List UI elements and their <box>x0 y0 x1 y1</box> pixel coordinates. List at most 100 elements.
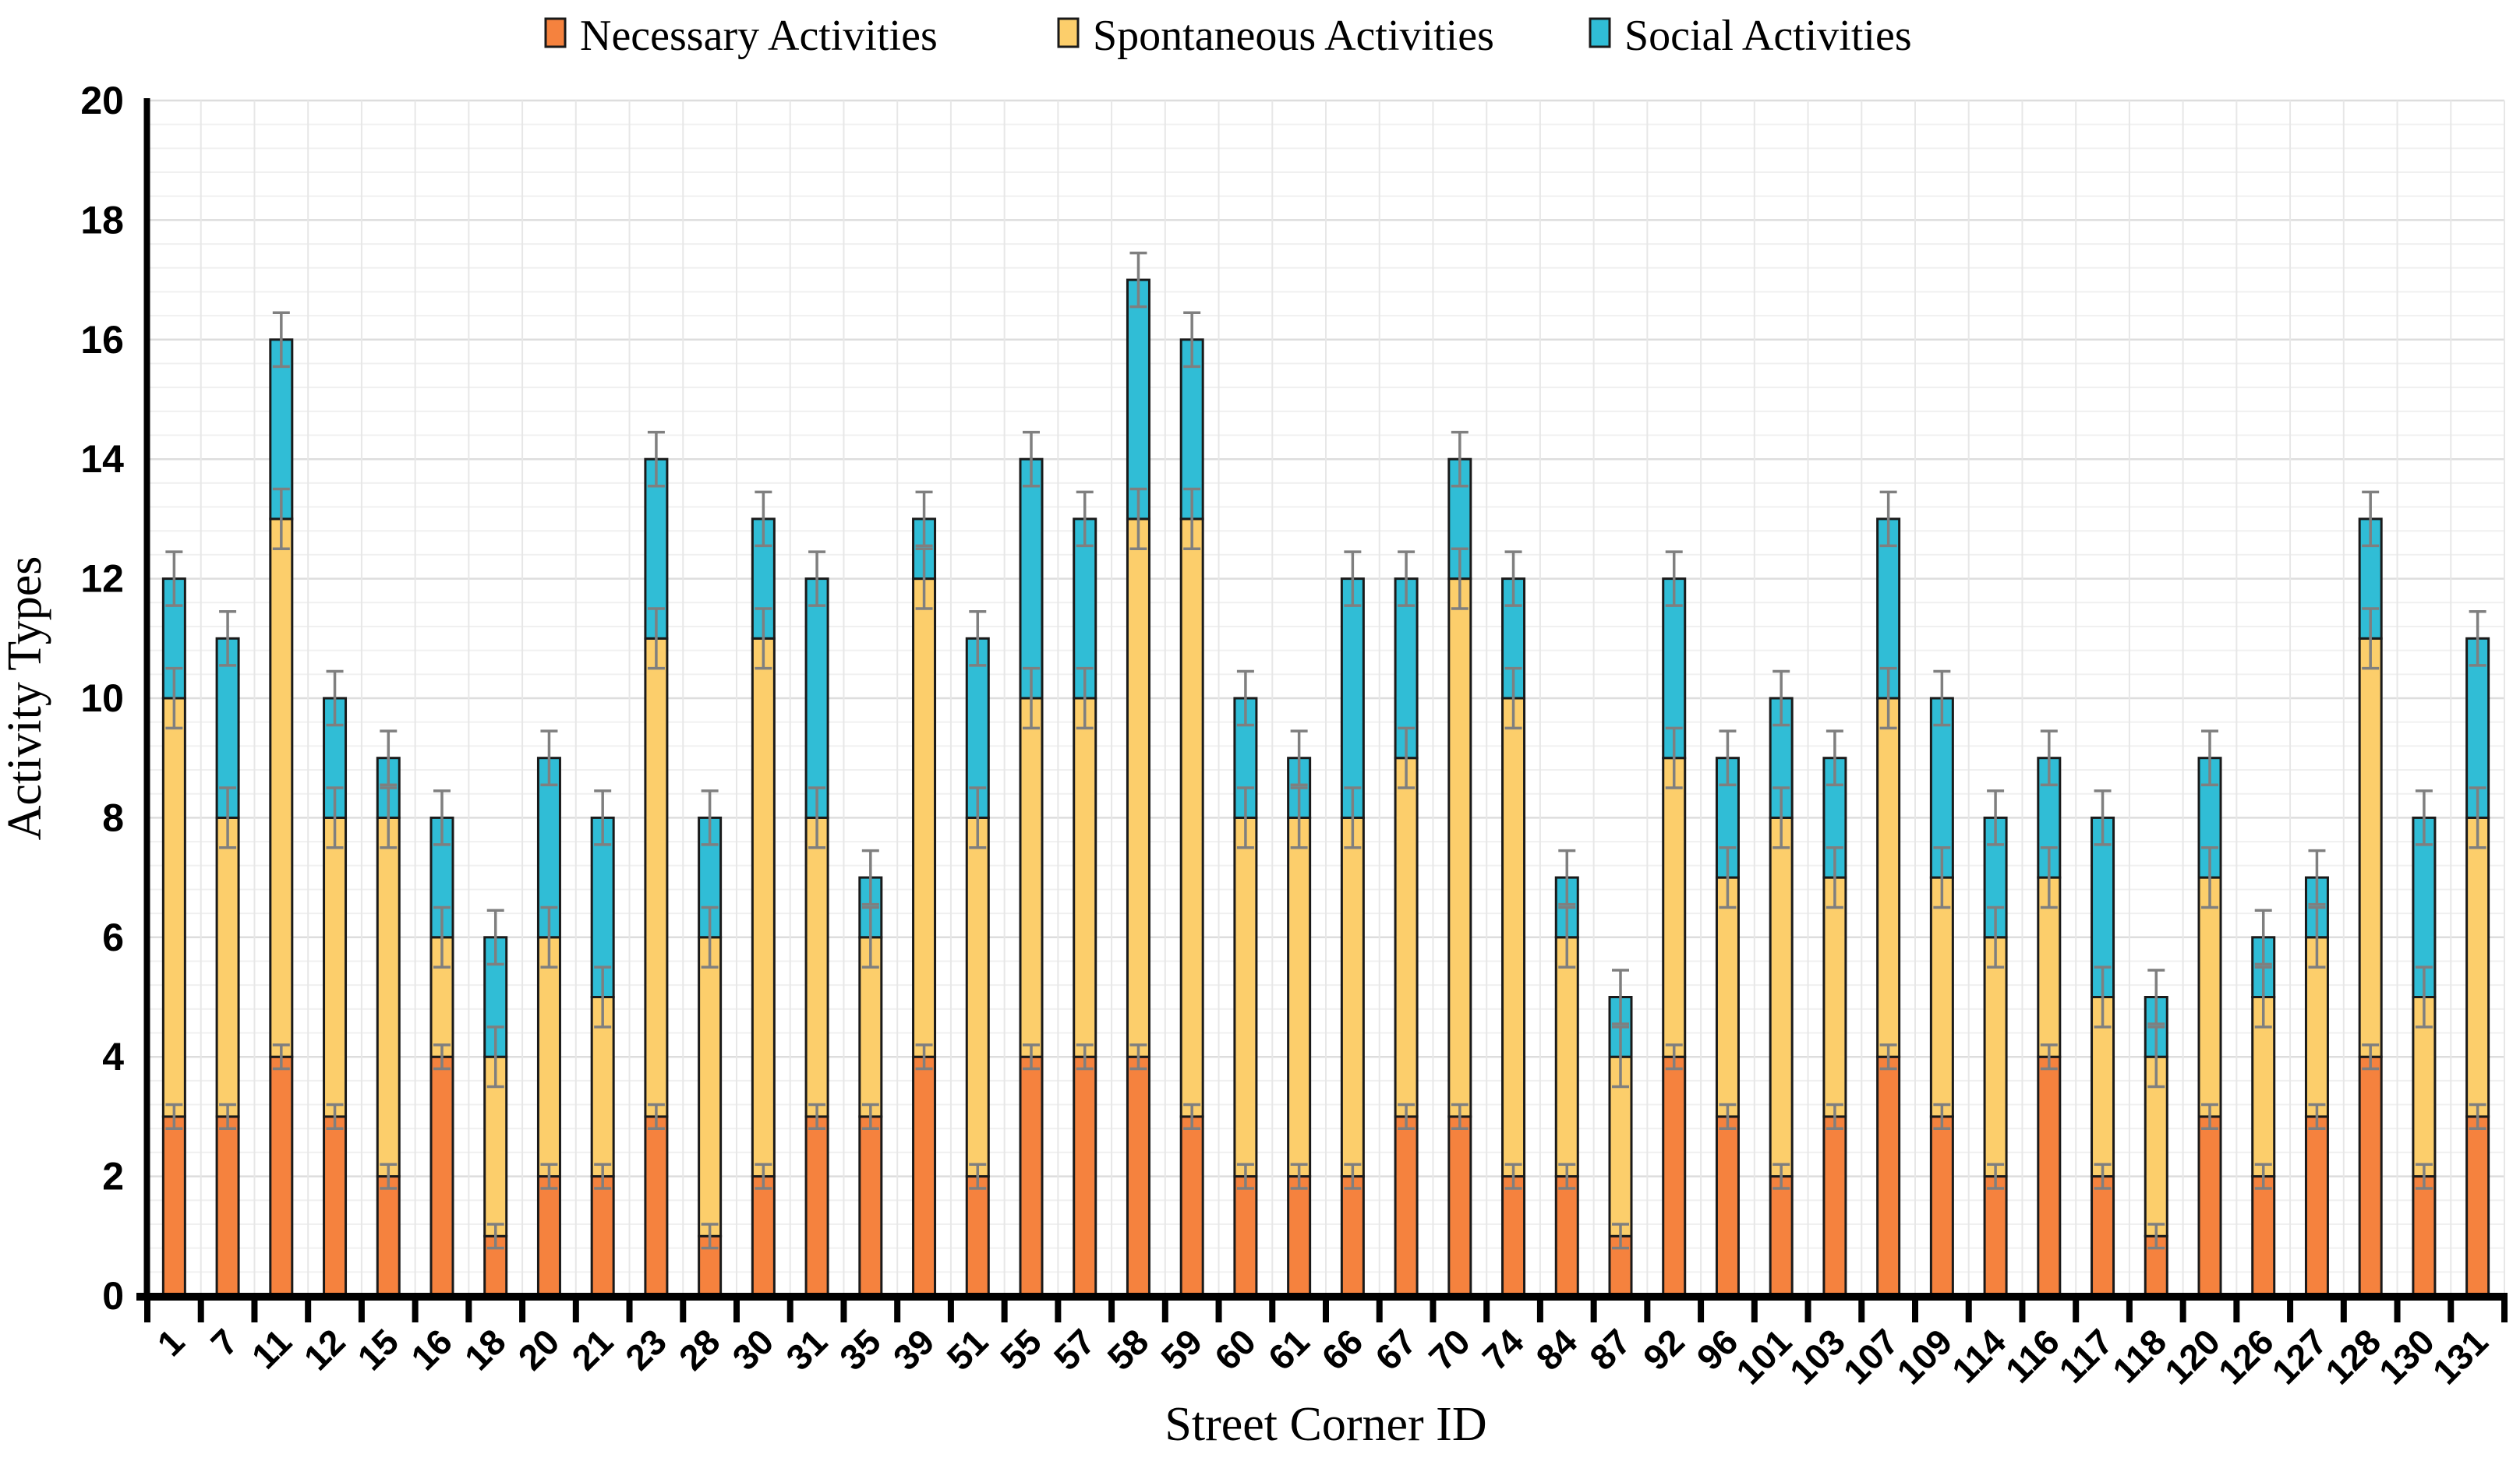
x-tick-label: 87 <box>1582 1321 1638 1378</box>
bar-96 <box>1715 729 1740 1297</box>
bar-1 <box>161 550 186 1297</box>
bar-segment-1 <box>1715 876 1740 1118</box>
y-axis-title: Activity Types <box>0 556 51 841</box>
bar-128 <box>2358 490 2383 1297</box>
bar-segment-1 <box>2465 816 2490 1118</box>
bar-segment-0 <box>804 1115 829 1297</box>
spontaneous-swatch-icon <box>1057 17 1080 48</box>
bar-segment-1 <box>1179 517 1204 1118</box>
bar-segment-0 <box>2304 1115 2329 1297</box>
bar-segment-0 <box>751 1175 776 1297</box>
x-tick-label: 131 <box>2425 1321 2496 1392</box>
bar-67 <box>1394 550 1419 1297</box>
bar-segment-1 <box>1340 816 1365 1178</box>
bar-30 <box>751 490 776 1297</box>
bar-segment-0 <box>1179 1115 1204 1297</box>
bar-segment-0 <box>1876 1055 1901 1297</box>
bar-segment-1 <box>1876 697 1901 1058</box>
y-tick-label: 0 <box>102 1274 124 1318</box>
bar-segment-1 <box>965 816 990 1178</box>
bar-segment-0 <box>1126 1055 1150 1297</box>
bar-segment-1 <box>1929 876 1954 1118</box>
bar-35 <box>858 849 883 1297</box>
bar-segment-0 <box>1287 1175 1312 1297</box>
bar-segment-0 <box>1929 1115 1954 1297</box>
y-tick-label: 10 <box>80 676 124 720</box>
y-tick-label: 2 <box>102 1155 124 1198</box>
bar-126 <box>2251 909 2276 1297</box>
bar-segment-0 <box>1233 1175 1258 1297</box>
bar-116 <box>2037 729 2062 1297</box>
bar-21 <box>590 789 615 1297</box>
bar-18 <box>483 909 508 1297</box>
bar-segment-2 <box>804 577 829 819</box>
bar-segment-0 <box>1983 1175 2008 1297</box>
x-tick-label: 35 <box>832 1321 889 1378</box>
x-tick-label: 84 <box>1528 1321 1585 1378</box>
bar-130 <box>2412 789 2437 1297</box>
x-tick-label: 58 <box>1100 1321 1157 1378</box>
bar-118 <box>2144 969 2168 1297</box>
y-tick-label: 14 <box>80 437 124 481</box>
bar-segment-1 <box>1019 697 1044 1058</box>
bar-segment-1 <box>912 577 937 1058</box>
bar-segment-1 <box>376 816 401 1178</box>
bar-11 <box>269 311 294 1297</box>
bar-segment-0 <box>376 1175 401 1297</box>
bar-segment-0 <box>1073 1055 1097 1297</box>
bar-segment-1 <box>269 517 294 1058</box>
bar-20 <box>536 729 561 1297</box>
y-tick-label: 6 <box>102 916 124 959</box>
bar-segment-0 <box>1554 1175 1579 1297</box>
bar-23 <box>644 430 669 1297</box>
axes <box>136 98 2508 1322</box>
x-axis-title: Street Corner ID <box>1165 1398 1486 1451</box>
bar-12 <box>323 669 348 1297</box>
bar-60 <box>1233 669 1258 1297</box>
bar-segment-0 <box>644 1115 669 1297</box>
legend-label-necessary: Necessary Activities <box>580 12 938 60</box>
bar-101 <box>1769 669 1794 1297</box>
bar-segment-2 <box>1019 457 1044 700</box>
x-tick-label: 66 <box>1313 1321 1370 1378</box>
bar-segment-1 <box>644 637 669 1118</box>
bar-28 <box>698 789 723 1297</box>
bar-segment-1 <box>751 637 776 1178</box>
x-tick-label: 18 <box>457 1321 514 1378</box>
bar-segment-1 <box>1554 936 1579 1178</box>
x-tick-label: 16 <box>403 1321 460 1378</box>
x-tick-label: 1 <box>150 1321 193 1364</box>
bar-segment-0 <box>965 1175 990 1297</box>
x-tick-label: 70 <box>1421 1321 1478 1378</box>
x-tick-label: 39 <box>885 1321 942 1378</box>
bar-7 <box>215 610 240 1297</box>
bar-segment-1 <box>1287 816 1312 1178</box>
bar-84 <box>1554 849 1579 1297</box>
bar-segment-0 <box>1394 1115 1419 1297</box>
bar-segment-0 <box>2358 1055 2383 1297</box>
x-tick-label: 51 <box>938 1321 995 1378</box>
bar-segment-0 <box>1769 1175 1794 1297</box>
x-tick-label: 60 <box>1207 1321 1264 1378</box>
bar-120 <box>2197 729 2222 1297</box>
bar-segment-0 <box>1715 1115 1740 1297</box>
x-tick-label: 31 <box>778 1321 835 1378</box>
bar-51 <box>965 610 990 1297</box>
bar-segment-1 <box>536 936 561 1178</box>
bar-70 <box>1447 430 1472 1297</box>
y-tick-label: 8 <box>102 796 124 839</box>
bar-segment-1 <box>1126 517 1150 1058</box>
bar-39 <box>912 490 937 1297</box>
legend-item-social: Social Activities <box>1589 12 1912 60</box>
bar-segment-1 <box>215 816 240 1118</box>
bar-segment-1 <box>1769 816 1794 1178</box>
bar-66 <box>1340 550 1365 1297</box>
bars <box>161 251 2490 1297</box>
x-tick-label: 74 <box>1475 1321 1532 1378</box>
bar-segment-1 <box>2358 637 2383 1058</box>
y-tick-label: 20 <box>80 79 124 122</box>
bar-92 <box>1662 550 1687 1297</box>
bar-74 <box>1501 550 1526 1297</box>
bar-segment-2 <box>1126 278 1150 521</box>
